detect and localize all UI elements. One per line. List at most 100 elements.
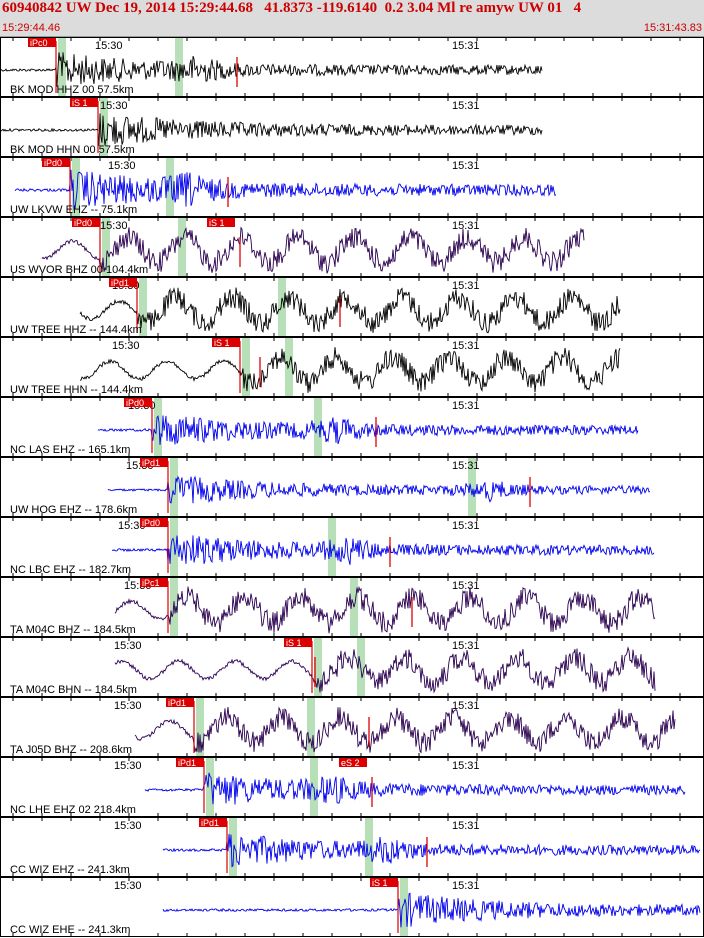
pick-label: iPd1 bbox=[142, 458, 160, 468]
extra-pick-label: eS 2 bbox=[341, 758, 360, 768]
p-window bbox=[170, 458, 178, 516]
time-label-1530: 15:30 bbox=[114, 880, 142, 892]
time-label-1531: 15:31 bbox=[452, 760, 480, 772]
pick-flag[interactable] bbox=[28, 38, 56, 47]
trace-panel[interactable]: 15:30 15:31 iS 1 CC WIZ EHE -- 241.3km bbox=[0, 877, 704, 937]
time-label-1530: 15:30 bbox=[108, 160, 136, 172]
extra-pick-flag[interactable] bbox=[339, 758, 367, 767]
waveform bbox=[0, 113, 543, 146]
p-window bbox=[400, 878, 408, 936]
pick-label: iPd1 bbox=[111, 278, 129, 288]
waveform bbox=[162, 833, 701, 868]
time-label-1531: 15:31 bbox=[452, 880, 480, 892]
trace-panel[interactable]: 15:30 15:31 iPc0 BK MOD HHZ 00 57.5km bbox=[0, 37, 704, 97]
s-window bbox=[365, 818, 373, 876]
time-label-1531: 15:31 bbox=[452, 220, 480, 232]
pick-flag[interactable] bbox=[140, 458, 168, 467]
waveform bbox=[114, 585, 656, 634]
waveform bbox=[14, 169, 557, 210]
station-label: TA M04C BHZ -- 184.5km bbox=[10, 624, 136, 636]
time-label-1531: 15:31 bbox=[452, 820, 480, 832]
waveform bbox=[97, 415, 639, 445]
pick-flag[interactable] bbox=[42, 158, 70, 167]
pick-flag[interactable] bbox=[124, 398, 152, 407]
panel-frame bbox=[0, 757, 704, 817]
s-window bbox=[166, 158, 174, 216]
pick-flag[interactable] bbox=[72, 218, 100, 227]
p-window bbox=[102, 218, 110, 276]
time-label-1530: 15:30 bbox=[100, 100, 128, 112]
start-time: 15:29:44.46 bbox=[2, 22, 61, 34]
pick-flag[interactable] bbox=[212, 338, 240, 347]
pick-flag[interactable] bbox=[70, 98, 98, 107]
s-window bbox=[285, 338, 293, 396]
waveform bbox=[144, 772, 686, 805]
station-label: NC LBC EHZ -- 182.7km bbox=[10, 564, 131, 576]
pick-flag[interactable] bbox=[284, 638, 312, 647]
panel-frame bbox=[0, 877, 704, 937]
pick-label: iPd1 bbox=[178, 758, 196, 768]
station-label: UW TREE HHZ -- 144.4km bbox=[10, 324, 142, 336]
trace-panel[interactable]: 15:30 15:31 iPd0 UW LKVW EHZ -- 75.1km bbox=[0, 157, 704, 217]
waveform bbox=[111, 535, 655, 565]
time-label-1531: 15:31 bbox=[452, 400, 480, 412]
pick-label: iPd0 bbox=[74, 218, 92, 228]
trace-panel[interactable]: 15:30 15:31 iPd1 TA J05D BHZ -- 208.6km bbox=[0, 697, 704, 757]
time-label-1530: 15:30 bbox=[114, 820, 142, 832]
p-window bbox=[206, 758, 214, 816]
pick-label: iPd1 bbox=[201, 818, 219, 828]
time-label-1530: 15:30 bbox=[112, 340, 140, 352]
trace-panel[interactable]: 15:30 15:31 iPd1 eS 2 NC LHE EHZ 02 218.4km bbox=[0, 757, 704, 817]
trace-panel[interactable]: 15:30 15:31 iS 1 TA M04C BHN -- 184.5km bbox=[0, 637, 704, 697]
extra-pick-flag[interactable] bbox=[207, 218, 235, 227]
pick-label: iPc0 bbox=[30, 38, 48, 48]
time-label-1531: 15:31 bbox=[452, 100, 480, 112]
station-label: UW LKVW EHZ -- 75.1km bbox=[10, 204, 137, 216]
pick-label: iPd0 bbox=[142, 518, 160, 528]
time-label-1531: 15:31 bbox=[452, 700, 480, 712]
trace-panel[interactable]: 15:30 15:31 iPd0 NC LBC EHZ -- 182.7km bbox=[0, 517, 704, 577]
end-time: 15:31:43.83 bbox=[643, 22, 702, 34]
trace-panel[interactable]: 15:30 15:31 iPd1 CC WIZ EHZ -- 241.3km bbox=[0, 817, 704, 877]
pick-flag[interactable] bbox=[370, 878, 398, 887]
p-window bbox=[314, 638, 322, 696]
station-label: TA M04C BHN -- 184.5km bbox=[10, 684, 137, 696]
waveform bbox=[0, 52, 543, 87]
trace-panel[interactable]: 15:30 15:31 iS 1 BK MOD HHN 00 57.5km bbox=[0, 97, 704, 157]
trace-panel[interactable]: 15:30 15:31 iS 1 UW TREE HHN -- 144.4km bbox=[0, 337, 704, 397]
time-label-1530: 15:30 bbox=[100, 220, 128, 232]
s-window bbox=[310, 758, 318, 816]
time-label-1531: 15:31 bbox=[452, 40, 480, 52]
pick-flag[interactable] bbox=[109, 278, 137, 287]
time-label-1530: 15:30 bbox=[114, 640, 142, 652]
event-header: 60940842 UW Dec 19, 2014 15:29:44.68 41.… bbox=[0, 0, 704, 37]
station-label: UW TREE HHN -- 144.4km bbox=[10, 384, 143, 396]
pick-flag[interactable] bbox=[140, 578, 168, 587]
station-label: TA J05D BHZ -- 208.6km bbox=[10, 744, 132, 756]
station-label: CC WIZ EHE -- 241.3km bbox=[10, 924, 130, 936]
pick-label: iS 1 bbox=[214, 338, 230, 348]
waveform bbox=[41, 226, 585, 274]
trace-panel[interactable]: 15:30 15:31 iPd0 iS 1 US WVOR BHZ 00 104.4km bbox=[0, 217, 704, 277]
pick-flag[interactable] bbox=[199, 818, 227, 827]
s-window bbox=[175, 38, 183, 96]
time-label-1530: 15:30 bbox=[95, 40, 123, 52]
time-label-1530: 15:30 bbox=[114, 760, 142, 772]
p-window bbox=[154, 398, 162, 456]
station-label: US WVOR BHZ 00 104.4km bbox=[10, 264, 148, 276]
pick-label: iS 1 bbox=[372, 878, 388, 888]
station-label: BK MOD HHZ 00 57.5km bbox=[10, 84, 133, 96]
pick-flag[interactable] bbox=[166, 698, 194, 707]
p-window bbox=[242, 338, 250, 396]
pick-flag[interactable] bbox=[176, 758, 204, 767]
s-window bbox=[178, 218, 186, 276]
waveform bbox=[134, 706, 676, 754]
time-label-1531: 15:31 bbox=[452, 460, 480, 472]
pick-flag[interactable] bbox=[140, 518, 168, 527]
waveform bbox=[79, 347, 621, 393]
